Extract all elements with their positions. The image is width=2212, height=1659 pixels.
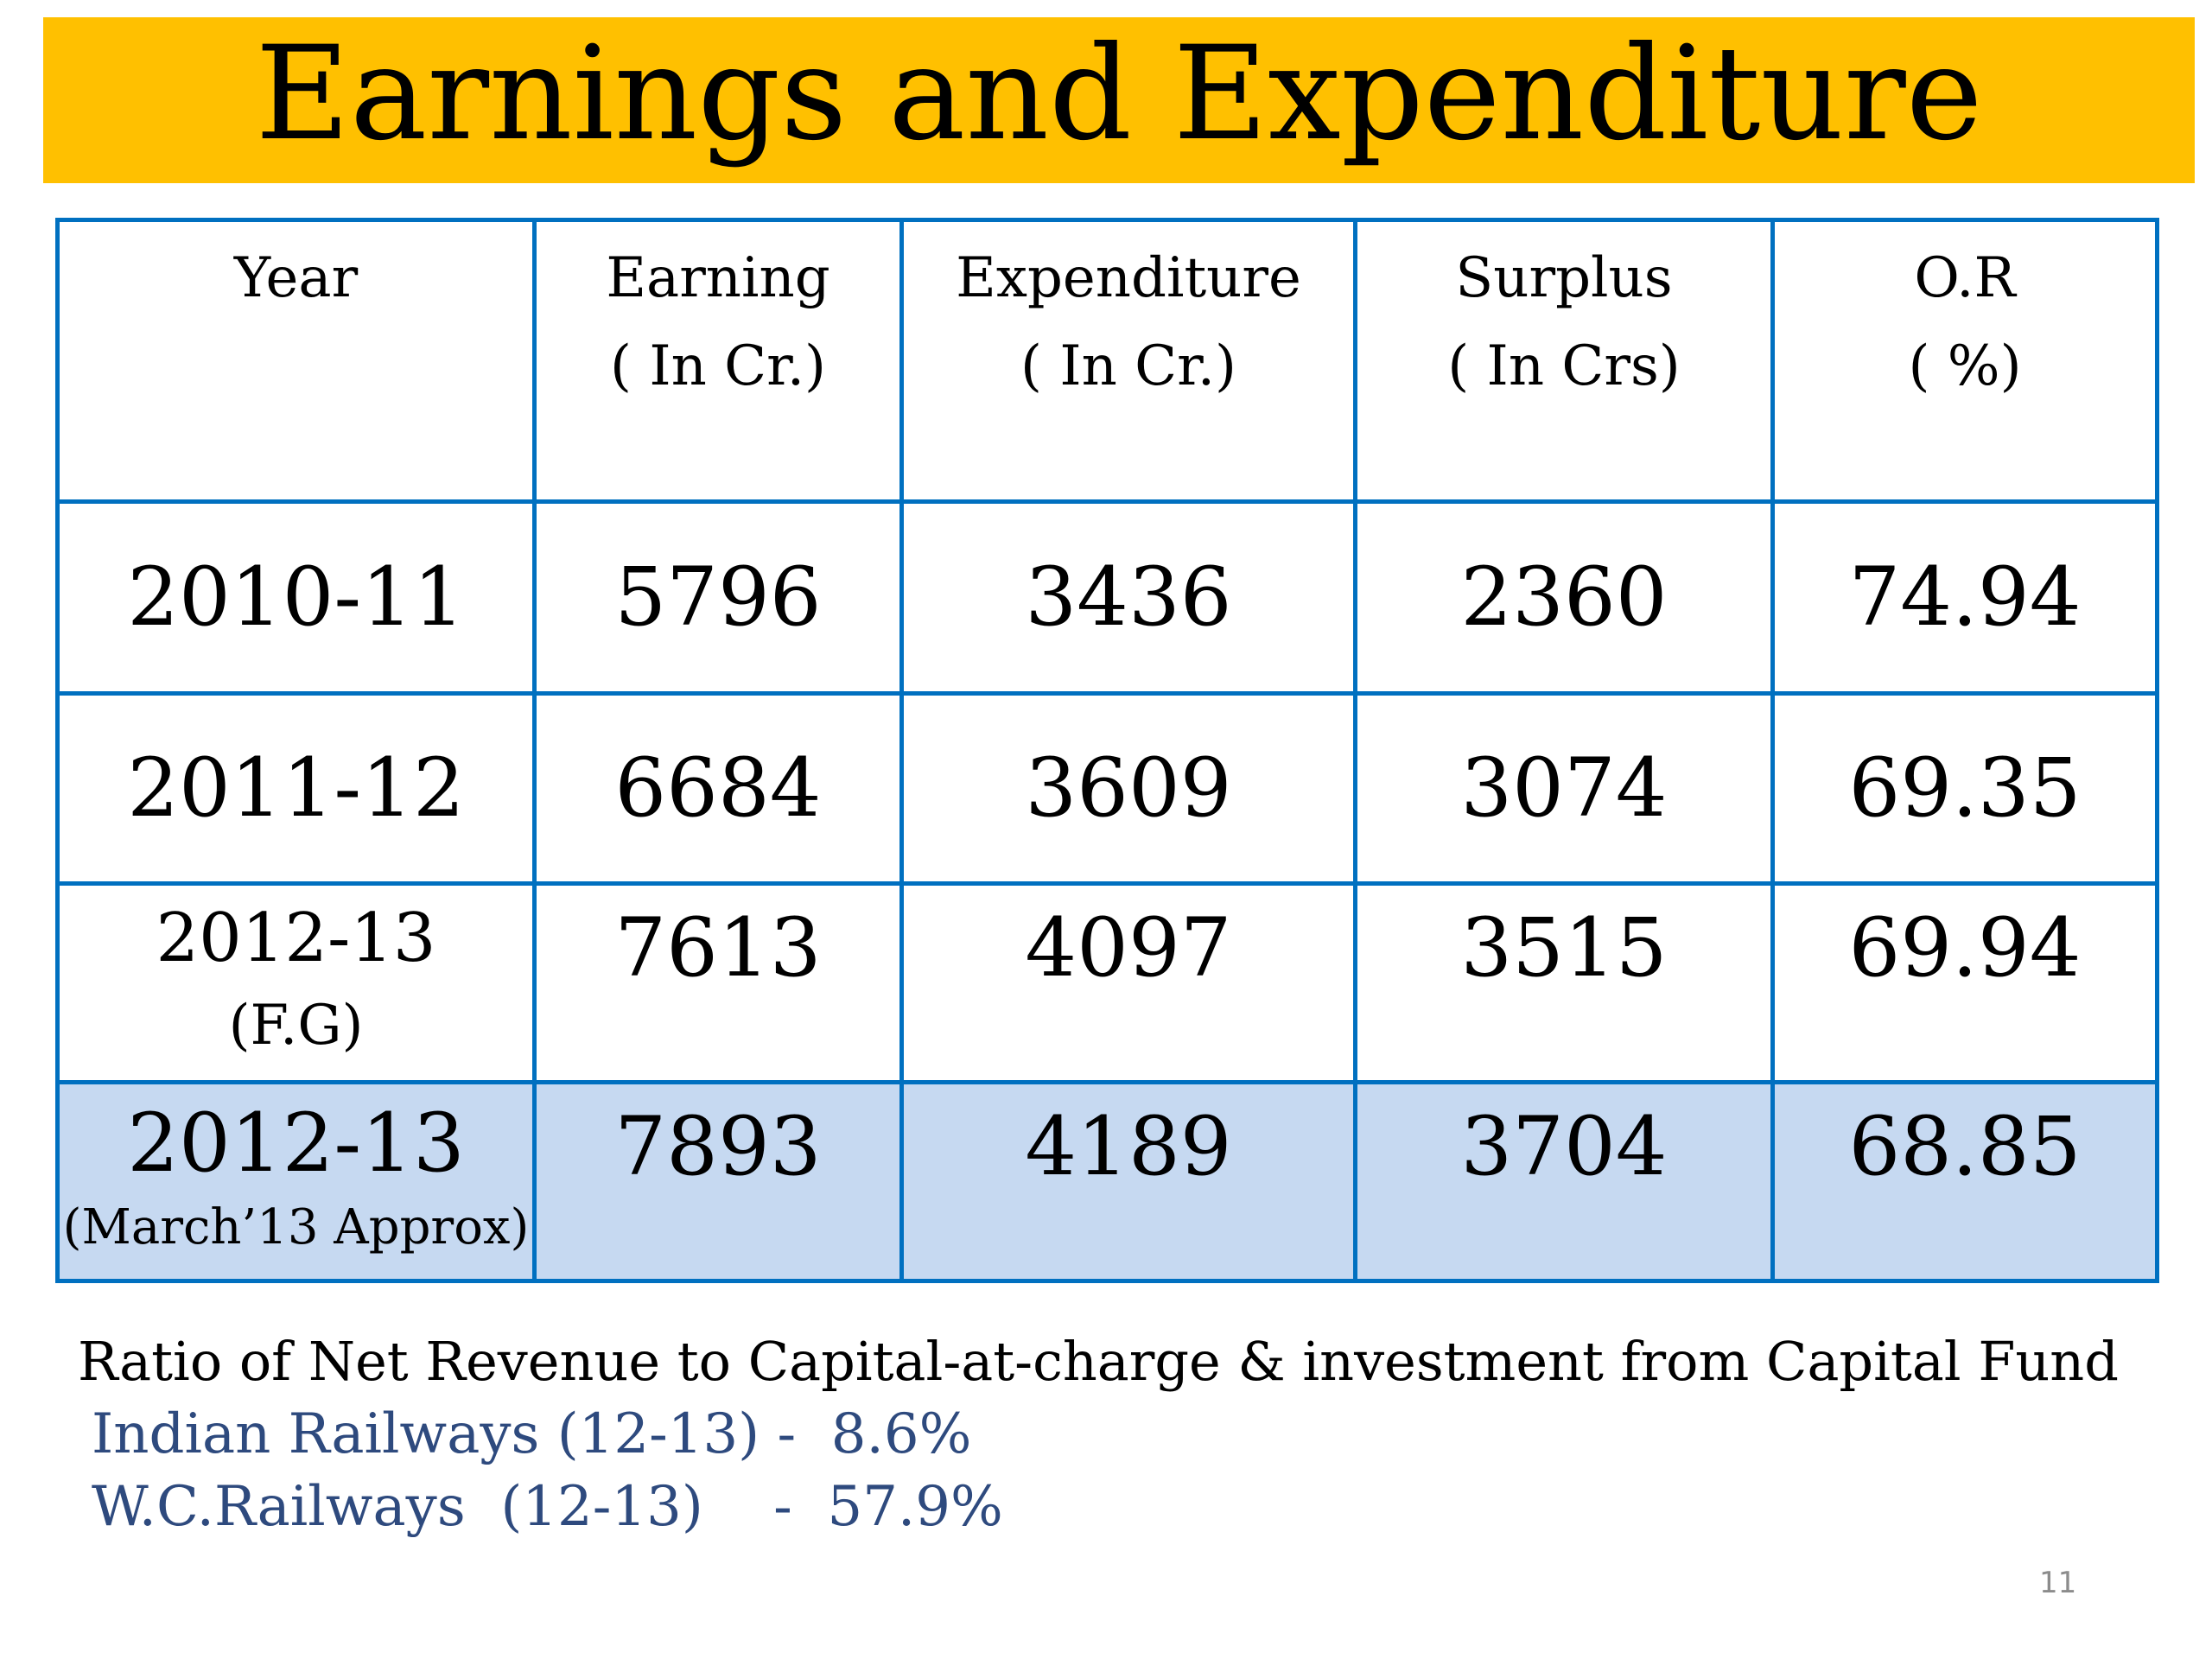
header-surplus: Surplus ( In Crs) xyxy=(1353,218,1775,504)
ratio-notes: Ratio of Net Revenue to Capital-at-charg… xyxy=(78,1325,2119,1543)
header-or: O.R ( %) xyxy=(1770,218,2159,504)
or-cell: 74.94 xyxy=(1770,499,2159,696)
or-cell: 69.94 xyxy=(1770,881,2159,1084)
earning-cell: 7893 xyxy=(532,1080,904,1283)
header-year: Year xyxy=(55,218,537,504)
header-expenditure: Expenditure ( In Cr.) xyxy=(899,218,1357,504)
year-note: (March’13 Approx) xyxy=(62,1199,530,1255)
ratio-label: Ratio of Net Revenue to Capital-at-charg… xyxy=(78,1330,2119,1393)
wc-railways-ratio: W.C.Railways (12-13) - 57.9% xyxy=(92,1475,1003,1539)
expenditure-cell: 3436 xyxy=(899,499,1357,696)
table-header-row: Year Earning ( In Cr.) Expenditure ( In … xyxy=(55,218,2159,504)
earning-cell: 6684 xyxy=(532,691,904,886)
expenditure-cell: 3609 xyxy=(899,691,1357,886)
slide-title: Earnings and Expenditure xyxy=(255,19,1983,169)
expenditure-cell: 4097 xyxy=(899,881,1357,1084)
surplus-cell: 2360 xyxy=(1353,499,1775,696)
table-row: 2012-13 (F.G) 7613 4097 3515 69.94 xyxy=(55,881,2159,1084)
table-row: 2010-11 5796 3436 2360 74.94 xyxy=(55,499,2159,696)
or-cell: 68.85 xyxy=(1770,1080,2159,1283)
page-number: 11 xyxy=(2039,1566,2077,1600)
indian-railways-ratio: Indian Railways (12-13) - 8.6% xyxy=(92,1402,972,1466)
earning-cell: 7613 xyxy=(532,881,904,1084)
or-cell: 69.35 xyxy=(1770,691,2159,886)
expenditure-cell: 4189 xyxy=(899,1080,1357,1283)
year-note: (F.G) xyxy=(228,994,364,1058)
surplus-cell: 3515 xyxy=(1353,881,1775,1084)
table-row: 2011-12 6684 3609 3074 69.35 xyxy=(55,691,2159,886)
earning-cell: 5796 xyxy=(532,499,904,696)
surplus-cell: 3074 xyxy=(1353,691,1775,886)
earnings-table: Year Earning ( In Cr.) Expenditure ( In … xyxy=(55,218,2159,1283)
header-earning: Earning ( In Cr.) xyxy=(532,218,904,504)
year-cell: 2012-13 (F.G) xyxy=(55,881,537,1084)
surplus-cell: 3704 xyxy=(1353,1080,1775,1283)
year-cell: 2011-12 xyxy=(55,691,537,886)
year-cell: 2010-11 xyxy=(55,499,537,696)
year-cell: 2012-13 (March’13 Approx) xyxy=(55,1080,537,1283)
table-row-highlighted: 2012-13 (March’13 Approx) 7893 4189 3704… xyxy=(55,1080,2159,1283)
title-banner: Earnings and Expenditure xyxy=(43,17,2195,183)
